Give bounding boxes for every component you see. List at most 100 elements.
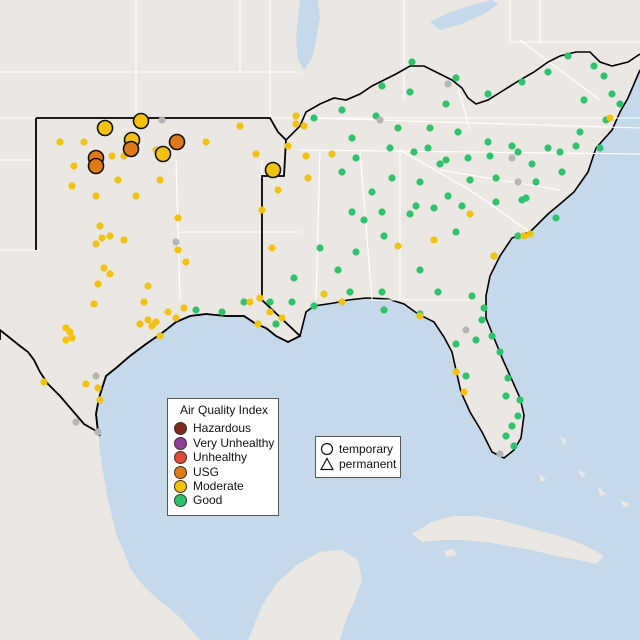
site-good-marker[interactable] xyxy=(580,96,588,104)
site-moderate-marker[interactable] xyxy=(94,280,102,288)
site-good-marker[interactable] xyxy=(454,128,462,136)
site-good-marker[interactable] xyxy=(616,100,624,108)
site-moderate-marker[interactable] xyxy=(66,328,74,336)
site-moderate-marker[interactable] xyxy=(68,334,76,342)
site-good-marker[interactable] xyxy=(564,52,572,60)
site-moderate-marker[interactable] xyxy=(132,192,140,200)
site-good-marker[interactable] xyxy=(502,432,510,440)
site-moderate-marker[interactable] xyxy=(120,236,128,244)
site-good-marker[interactable] xyxy=(558,168,566,176)
site-good-marker[interactable] xyxy=(424,144,432,152)
site-moderate-marker[interactable] xyxy=(394,242,402,250)
site-good-marker[interactable] xyxy=(544,144,552,152)
site-moderate-marker[interactable] xyxy=(236,122,244,130)
site-moderate-marker[interactable] xyxy=(80,138,88,146)
site-good-marker[interactable] xyxy=(488,332,496,340)
temporary-site-moderate-marker[interactable] xyxy=(96,119,114,137)
site-good-marker[interactable] xyxy=(462,372,470,380)
site-moderate-marker[interactable] xyxy=(68,182,76,190)
site-moderate-marker[interactable] xyxy=(172,314,180,322)
site-good-marker[interactable] xyxy=(412,202,420,210)
site-good-marker[interactable] xyxy=(334,266,342,274)
site-moderate-marker[interactable] xyxy=(106,232,114,240)
site-good-marker[interactable] xyxy=(510,442,518,450)
site-good-marker[interactable] xyxy=(502,392,510,400)
site-good-marker[interactable] xyxy=(310,114,318,122)
site-good-marker[interactable] xyxy=(272,320,280,328)
site-good-marker[interactable] xyxy=(380,306,388,314)
site-good-marker[interactable] xyxy=(516,396,524,404)
site-moderate-marker[interactable] xyxy=(266,308,274,316)
site-good-marker[interactable] xyxy=(386,144,394,152)
site-moderate-marker[interactable] xyxy=(254,320,262,328)
site-good-marker[interactable] xyxy=(486,152,494,160)
site-good-marker[interactable] xyxy=(480,304,488,312)
site-no-data-marker[interactable] xyxy=(172,238,180,246)
site-good-marker[interactable] xyxy=(514,412,522,420)
site-good-marker[interactable] xyxy=(416,178,424,186)
site-good-marker[interactable] xyxy=(310,302,318,310)
site-moderate-marker[interactable] xyxy=(292,120,300,128)
site-no-data-marker[interactable] xyxy=(508,154,516,162)
site-moderate-marker[interactable] xyxy=(92,240,100,248)
site-moderate-marker[interactable] xyxy=(284,142,292,150)
site-moderate-marker[interactable] xyxy=(252,150,260,158)
site-good-marker[interactable] xyxy=(468,292,476,300)
site-moderate-marker[interactable] xyxy=(94,384,102,392)
site-moderate-marker[interactable] xyxy=(526,230,534,238)
site-good-marker[interactable] xyxy=(600,72,608,80)
site-good-marker[interactable] xyxy=(576,128,584,136)
site-moderate-marker[interactable] xyxy=(328,150,336,158)
site-moderate-marker[interactable] xyxy=(144,316,152,324)
site-moderate-marker[interactable] xyxy=(156,332,164,340)
site-good-marker[interactable] xyxy=(338,106,346,114)
site-good-marker[interactable] xyxy=(466,176,474,184)
site-no-data-marker[interactable] xyxy=(496,450,504,458)
site-moderate-marker[interactable] xyxy=(148,322,156,330)
site-good-marker[interactable] xyxy=(288,298,296,306)
site-moderate-marker[interactable] xyxy=(174,246,182,254)
site-moderate-marker[interactable] xyxy=(258,206,266,214)
site-good-marker[interactable] xyxy=(458,202,466,210)
site-good-marker[interactable] xyxy=(484,138,492,146)
site-good-marker[interactable] xyxy=(608,90,616,98)
site-moderate-marker[interactable] xyxy=(96,396,104,404)
temporary-site-usg-marker[interactable] xyxy=(122,140,140,158)
site-good-marker[interactable] xyxy=(346,288,354,296)
site-moderate-marker[interactable] xyxy=(140,298,148,306)
temporary-site-usg-marker[interactable] xyxy=(87,157,105,175)
temporary-site-moderate-marker[interactable] xyxy=(264,161,282,179)
site-good-marker[interactable] xyxy=(410,148,418,156)
site-good-marker[interactable] xyxy=(436,160,444,168)
site-good-marker[interactable] xyxy=(590,62,598,70)
site-moderate-marker[interactable] xyxy=(106,270,114,278)
site-moderate-marker[interactable] xyxy=(304,174,312,182)
site-moderate-marker[interactable] xyxy=(202,138,210,146)
site-good-marker[interactable] xyxy=(504,374,512,382)
site-good-marker[interactable] xyxy=(378,82,386,90)
site-moderate-marker[interactable] xyxy=(246,298,254,306)
temporary-site-moderate-marker[interactable] xyxy=(132,112,150,130)
site-good-marker[interactable] xyxy=(532,178,540,186)
site-no-data-marker[interactable] xyxy=(444,80,452,88)
site-good-marker[interactable] xyxy=(472,336,480,344)
site-moderate-marker[interactable] xyxy=(338,298,346,306)
site-moderate-marker[interactable] xyxy=(98,234,106,242)
site-good-marker[interactable] xyxy=(596,144,604,152)
site-good-marker[interactable] xyxy=(388,174,396,182)
site-moderate-marker[interactable] xyxy=(274,186,282,194)
site-moderate-marker[interactable] xyxy=(40,378,48,386)
site-good-marker[interactable] xyxy=(338,168,346,176)
site-moderate-marker[interactable] xyxy=(144,282,152,290)
site-good-marker[interactable] xyxy=(352,248,360,256)
site-moderate-marker[interactable] xyxy=(92,192,100,200)
site-moderate-marker[interactable] xyxy=(460,388,468,396)
site-good-marker[interactable] xyxy=(378,208,386,216)
site-moderate-marker[interactable] xyxy=(136,320,144,328)
site-moderate-marker[interactable] xyxy=(164,308,172,316)
site-no-data-marker[interactable] xyxy=(376,116,384,124)
site-good-marker[interactable] xyxy=(426,124,434,132)
site-moderate-marker[interactable] xyxy=(108,152,116,160)
site-good-marker[interactable] xyxy=(352,154,360,162)
site-good-marker[interactable] xyxy=(378,288,386,296)
